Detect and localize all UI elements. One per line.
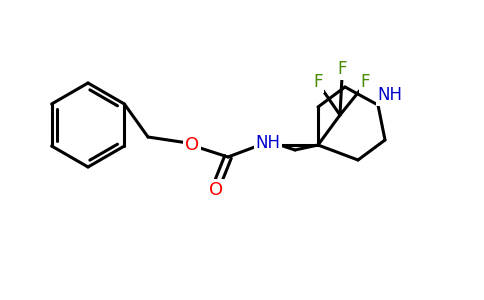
Text: F: F: [360, 73, 370, 91]
Text: O: O: [185, 136, 199, 154]
Text: O: O: [209, 181, 223, 199]
Text: F: F: [337, 60, 347, 78]
Text: F: F: [313, 73, 323, 91]
Text: NH: NH: [256, 134, 281, 152]
Text: NH: NH: [378, 86, 403, 104]
